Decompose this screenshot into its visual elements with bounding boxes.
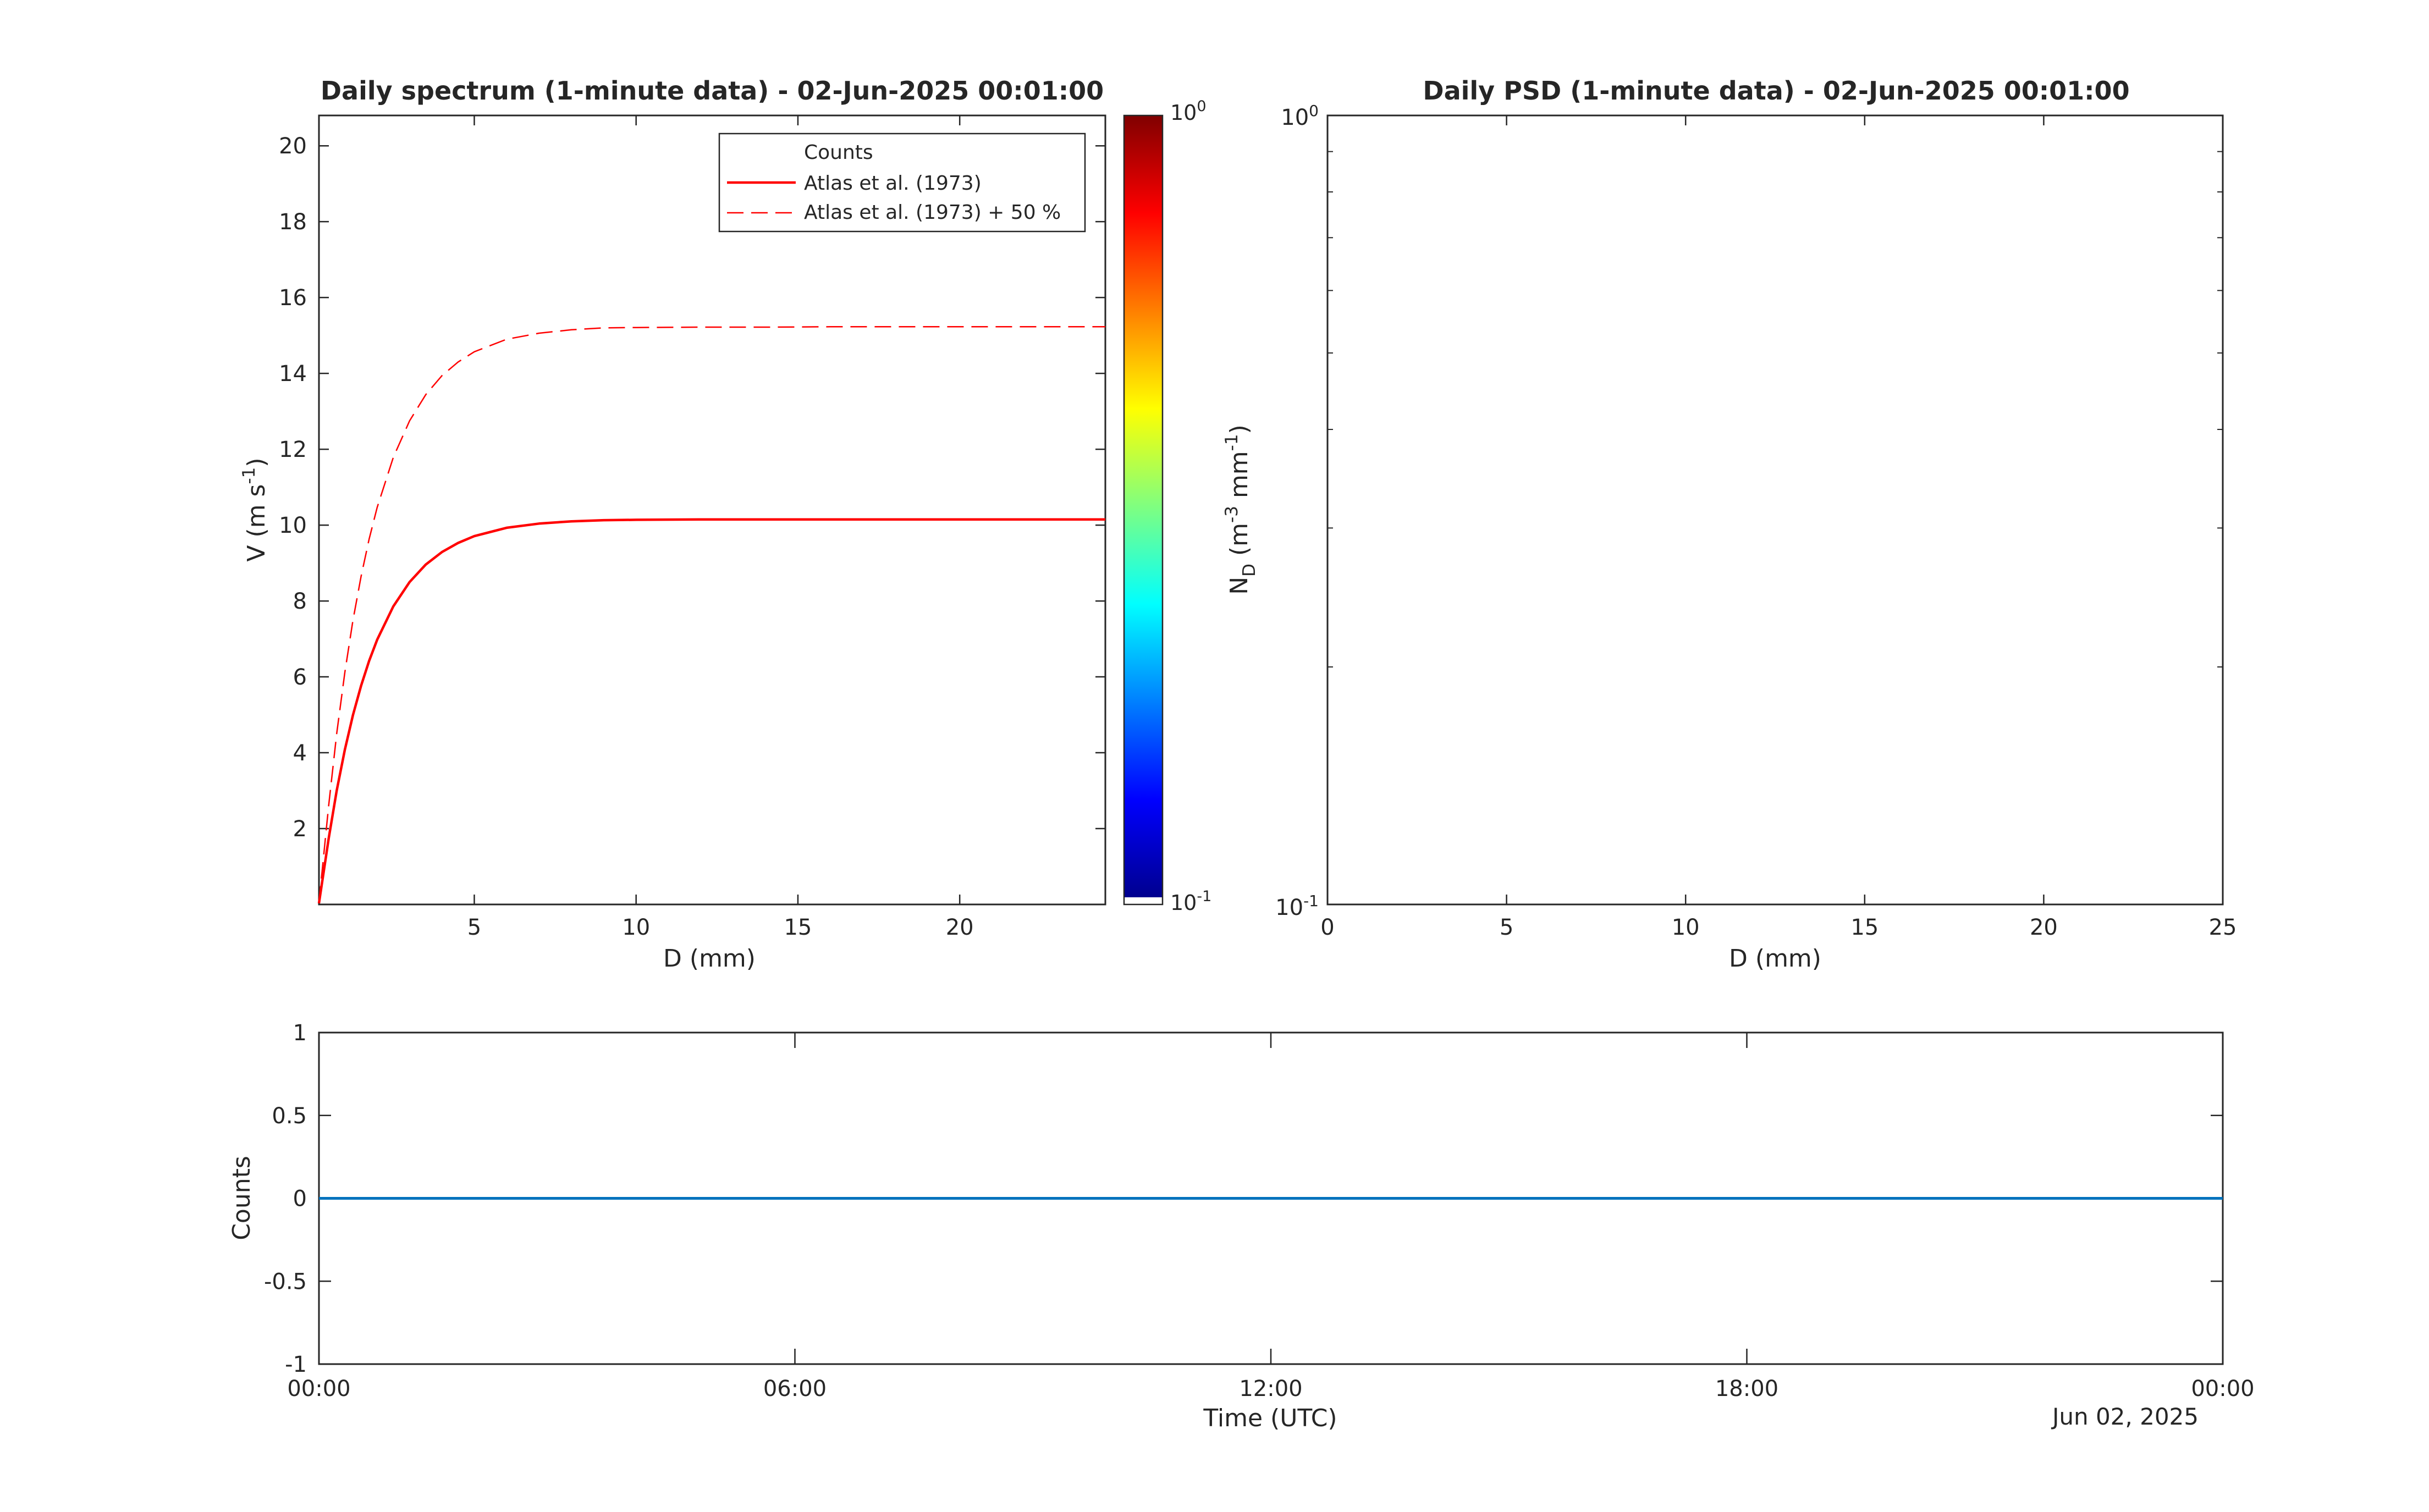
legend-entry-atlas-50: Atlas et al. (1973) + 50 %: [804, 201, 1061, 224]
psd-axis-ticks: 0 5 10 15 20 25: [1320, 114, 2237, 940]
counts-y-tick-label: 0.5: [272, 1103, 307, 1129]
spectrum-title: Daily spectrum (1-minute data) - 02-Jun-…: [321, 76, 1104, 106]
atlas-plus-50-curve: [318, 326, 1105, 903]
psd-x-tick-label: 5: [1500, 915, 1513, 940]
legend-entry-atlas: Atlas et al. (1973): [804, 172, 982, 195]
counts-axis-ticks: 10.50-0.5-100:00 06:00 12:00 18:00 00:00: [264, 1020, 2255, 1401]
counts-x-tick-label: 06:00: [763, 1376, 827, 1401]
spectrum-y-tick-label: 20: [279, 134, 307, 159]
psd-x-tick-label: 15: [1850, 915, 1879, 940]
counts-panel: 10.50-0.5-100:00 06:00 12:00 18:00 00:00 Tim…: [228, 1020, 2255, 1432]
psd-y-tick-bottom: 10-1: [1275, 892, 1319, 920]
counts-y-label: Counts: [228, 1156, 256, 1240]
counts-x-label: Time (UTC): [1203, 1404, 1337, 1432]
spectrum-y-tick-label: 18: [279, 209, 307, 235]
psd-title: Daily PSD (1-minute data) - 02-Jun-2025 …: [1423, 76, 2129, 106]
counts-y-tick-label: -1: [285, 1352, 307, 1377]
counts-y-tick-label: 0: [293, 1187, 307, 1212]
spectrum-axis-ticks: 5 10 15 20 2 4 6 8 10 12 14 16 18 20: [279, 115, 1105, 940]
counts-x-tick-label: 00:00: [287, 1376, 350, 1401]
counts-x-tick-label: 12:00: [1239, 1376, 1302, 1401]
counts-y-tick-label: 1: [293, 1020, 307, 1046]
spectrum-x-label: D (mm): [663, 945, 756, 973]
colorbar-tick-top: 100: [1170, 98, 1207, 125]
psd-x-label: D (mm): [1729, 945, 1821, 973]
psd-x-tick-label: 20: [2030, 915, 2058, 940]
counts-x-tick-label: 18:00: [1715, 1376, 1778, 1401]
spectrum-y-tick-label: 14: [279, 361, 307, 387]
psd-plot-area: [1326, 114, 2224, 906]
psd-y-label: ND (m-3 mm-1): [1222, 424, 1259, 595]
psd-x-tick-label: 0: [1320, 915, 1334, 940]
counts-x-tick-label: 00:00: [2191, 1376, 2254, 1401]
psd-panel: Daily PSD (1-minute data) - 02-Jun-2025 …: [1222, 76, 2237, 973]
colorbar: [1124, 115, 1163, 897]
spectrum-panel: Daily spectrum (1-minute data) - 02-Jun-…: [239, 76, 1211, 973]
spectrum-y-label: V (m s-1): [239, 457, 271, 561]
colorbar-under-swatch: [1124, 897, 1163, 904]
colorbar-tick-bottom: 10-1: [1170, 888, 1211, 915]
spectrum-x-tick-label: 15: [784, 915, 812, 940]
counts-y-tick-label: -0.5: [264, 1269, 307, 1294]
spectrum-y-tick-label: 8: [293, 589, 307, 614]
spectrum-plot-area: [318, 114, 1106, 906]
spectrum-y-tick-label: 16: [279, 285, 307, 311]
spectrum-y-tick-label: 4: [293, 741, 307, 766]
spectrum-lines: [317, 326, 1105, 904]
spectrum-y-tick-label: 10: [279, 513, 307, 538]
psd-y-tick-top: 100: [1281, 102, 1319, 130]
psd-x-tick-label: 10: [1672, 915, 1700, 940]
spectrum-x-tick-label: 20: [946, 915, 974, 940]
spectrum-y-tick-label: 6: [293, 665, 307, 690]
counts-date-label: Jun 02, 2025: [2051, 1403, 2199, 1430]
legend-entry-counts: Counts: [804, 141, 873, 164]
psd-x-tick-label: 25: [2209, 915, 2237, 940]
spectrum-x-tick-label: 10: [622, 915, 650, 940]
spectrum-y-tick-label: 12: [279, 437, 307, 462]
spectrum-x-tick-label: 5: [467, 915, 481, 940]
colorbar-frame: [1123, 114, 1164, 906]
spectrum-y-tick-label: 2: [293, 816, 307, 842]
spectrum-legend: Counts Atlas et al. (1973) Atlas et al. …: [718, 133, 1086, 233]
atlas-curve: [317, 518, 1105, 904]
